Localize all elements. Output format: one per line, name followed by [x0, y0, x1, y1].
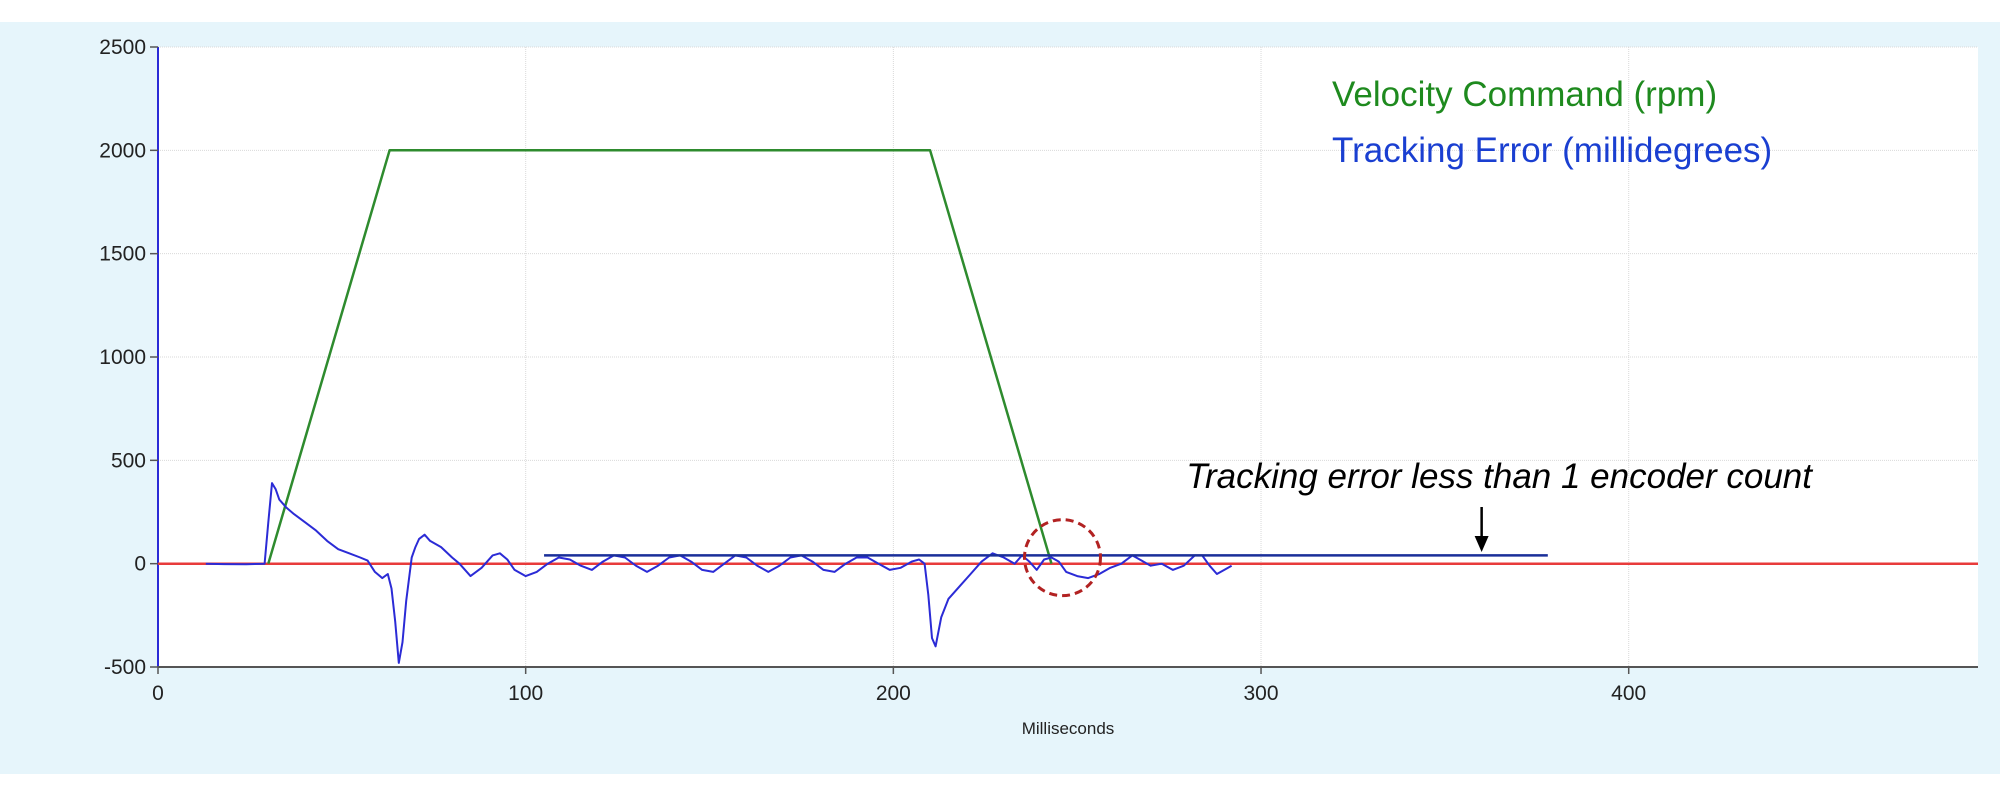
y-tick-label: 1500 [99, 243, 146, 266]
legend: Velocity Command (rpm) Tracking Error (mi… [1332, 75, 1772, 170]
annotation-text: Tracking error less than 1 encoder count [1186, 457, 1813, 496]
chart-panel: 2500 2000 1500 1000 500 0 -500 0 100 200 300 400 Tr… [0, 22, 2000, 774]
y-tick-label: 500 [111, 449, 146, 472]
annotations: Tracking error less than 1 encoder count [544, 457, 1813, 598]
y-tick-label: 2500 [99, 36, 146, 59]
tracking-error-line [205, 482, 1233, 664]
y-tick-label: 1000 [99, 346, 146, 369]
annotation-arrow-head [1474, 536, 1489, 552]
velocity-command-line [267, 149, 1053, 565]
y-tick-label: -500 [104, 656, 146, 679]
x-tick-label: 100 [508, 682, 543, 705]
tick-labels: 2500 2000 1500 1000 500 0 -500 0 100 200 300 400 [99, 36, 1646, 705]
x-tick-label: 300 [1244, 682, 1279, 705]
x-axis-title: Milliseconds [1022, 719, 1115, 738]
series [158, 149, 1978, 664]
x-tick-label: 200 [876, 682, 911, 705]
legend-entry: Tracking Error (millidegrees) [1332, 131, 1772, 170]
x-tick-label: 400 [1611, 682, 1646, 705]
y-tick-label: 0 [134, 553, 146, 576]
highlight-circle [1022, 518, 1102, 598]
grid [158, 46, 1978, 667]
legend-entry: Velocity Command (rpm) [1332, 75, 1717, 114]
y-tick-label: 2000 [99, 139, 146, 162]
x-tick-label: 0 [152, 682, 164, 705]
chart-svg: 2500 2000 1500 1000 500 0 -500 0 100 200 300 400 Tr… [99, 36, 1978, 738]
